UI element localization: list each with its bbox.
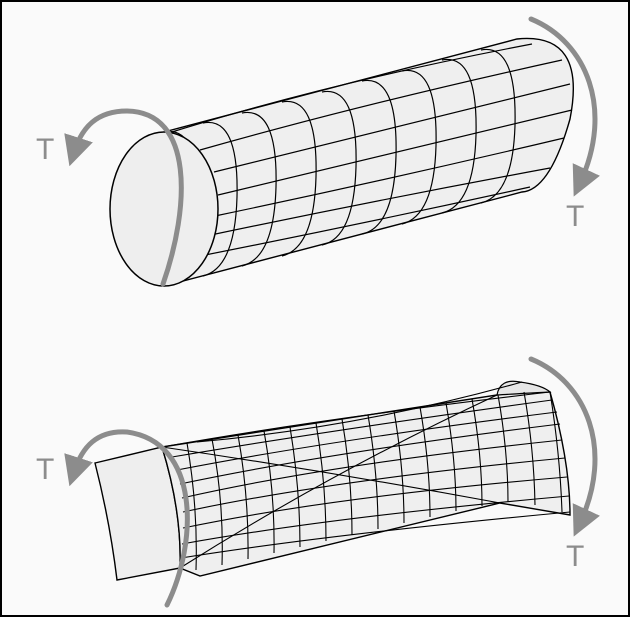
- bottom-right-torque-arrow: [528, 356, 600, 537]
- bottom-bar-mesh: [161, 381, 571, 571]
- top-cylinder: [109, 37, 574, 287]
- top-cylinder-body: [163, 37, 574, 287]
- bottom-right-torque-label: T: [566, 540, 584, 573]
- bottom-twisted-bar: [94, 380, 571, 581]
- top-right-torque-arrow: [528, 16, 600, 197]
- bottom-left-torque-label: T: [36, 453, 54, 486]
- top-left-torque-label: T: [36, 133, 54, 166]
- top-left-torque-arrow: [64, 108, 184, 287]
- top-cylinder-mesh: [163, 43, 573, 287]
- top-right-torque-label: T: [566, 200, 584, 233]
- top-left-end-face: [109, 131, 219, 287]
- bottom-left-torque-arrow: [64, 429, 190, 608]
